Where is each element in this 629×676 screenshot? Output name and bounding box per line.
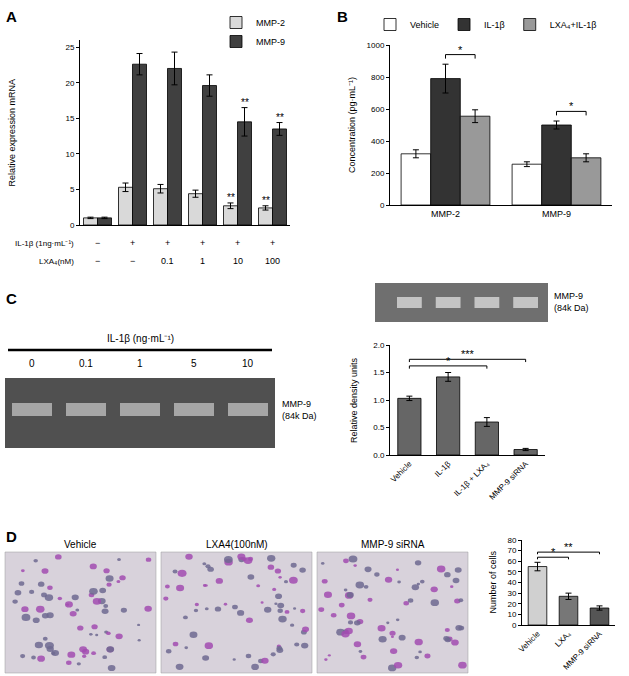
svg-text:MMP-9(84k Da): MMP-9(84k Da) — [554, 291, 589, 313]
svg-text:0.1: 0.1 — [79, 358, 93, 369]
svg-text:2.0: 2.0 — [373, 341, 385, 350]
svg-text:**: ** — [262, 195, 270, 206]
svg-text:0: 0 — [380, 201, 385, 210]
svg-text:IL-1β: IL-1β — [484, 20, 505, 30]
svg-text:B: B — [337, 8, 348, 25]
svg-text:Vehicle: Vehicle — [389, 459, 414, 484]
svg-text:10: 10 — [507, 610, 516, 619]
svg-text:**: ** — [241, 97, 249, 108]
svg-text:−: − — [130, 256, 135, 266]
svg-text:MMP-2: MMP-2 — [431, 209, 460, 219]
svg-text:0.5: 0.5 — [373, 423, 385, 432]
svg-text:Concentration (pg·mL⁻¹): Concentration (pg·mL⁻¹) — [347, 77, 357, 173]
svg-text:MMP-9: MMP-9 — [256, 37, 285, 47]
svg-text:Number of cells: Number of cells — [488, 550, 498, 613]
svg-text:70: 70 — [507, 546, 516, 555]
svg-text:C: C — [6, 290, 17, 307]
svg-text:1: 1 — [200, 256, 205, 266]
svg-text:Vehicle: Vehicle — [517, 629, 542, 654]
svg-text:0: 0 — [70, 221, 75, 230]
svg-text:60: 60 — [507, 557, 516, 566]
svg-text:**: ** — [227, 192, 235, 203]
svg-text:1: 1 — [137, 358, 143, 369]
svg-text:IL-1β + LXA₄: IL-1β + LXA₄ — [452, 459, 491, 498]
svg-text:**: ** — [276, 112, 284, 123]
svg-text:5: 5 — [191, 358, 197, 369]
svg-text:*: * — [551, 546, 556, 558]
svg-text:0: 0 — [512, 621, 517, 630]
svg-text:40: 40 — [507, 578, 516, 587]
svg-text:+: + — [200, 238, 205, 248]
svg-text:MMP-9 siRNA: MMP-9 siRNA — [562, 629, 605, 672]
svg-text:***: *** — [461, 348, 475, 360]
svg-text:800: 800 — [371, 73, 385, 82]
svg-text:*: * — [569, 100, 574, 112]
svg-text:1.0: 1.0 — [373, 396, 385, 405]
svg-text:LXA4(100nM): LXA4(100nM) — [206, 539, 268, 550]
svg-text:+: + — [270, 238, 275, 248]
svg-text:*: * — [458, 44, 463, 56]
svg-text:+: + — [165, 238, 170, 248]
svg-text:MMP-9: MMP-9 — [542, 209, 571, 219]
svg-text:0: 0 — [29, 358, 35, 369]
svg-text:10: 10 — [242, 358, 254, 369]
svg-text:0.1: 0.1 — [161, 256, 174, 266]
svg-text:LXA₄(nM): LXA₄(nM) — [39, 257, 74, 266]
svg-text:MMP-2: MMP-2 — [256, 18, 285, 28]
svg-text:MMP-9 siRNA: MMP-9 siRNA — [361, 539, 425, 550]
svg-text:10: 10 — [65, 150, 74, 159]
svg-text:80: 80 — [507, 536, 516, 545]
svg-text:Vehicle: Vehicle — [64, 539, 97, 550]
svg-text:IL-1β (1ng·mL⁻¹): IL-1β (1ng·mL⁻¹) — [15, 239, 74, 248]
svg-text:20: 20 — [507, 600, 516, 609]
svg-text:1.5: 1.5 — [373, 368, 385, 377]
svg-text:Vehicle: Vehicle — [410, 20, 439, 30]
svg-text:**: ** — [564, 541, 573, 553]
svg-text:30: 30 — [507, 589, 516, 598]
svg-text:A: A — [6, 8, 17, 25]
svg-text:Relative density units: Relative density units — [349, 357, 359, 443]
svg-text:100: 100 — [265, 256, 280, 266]
svg-text:IL-1β (ng·mL⁻¹): IL-1β (ng·mL⁻¹) — [107, 333, 174, 344]
svg-text:D: D — [6, 528, 17, 545]
svg-text:LXA₄: LXA₄ — [553, 629, 572, 648]
svg-text:+: + — [235, 238, 240, 248]
svg-text:LXA₄+IL-1β: LXA₄+IL-1β — [550, 20, 597, 30]
svg-text:+: + — [130, 238, 135, 248]
svg-text:−: − — [95, 256, 100, 266]
svg-text:MMP-9 siRNA: MMP-9 siRNA — [488, 459, 531, 502]
svg-text:600: 600 — [371, 105, 385, 114]
svg-text:20: 20 — [65, 78, 74, 87]
svg-text:400: 400 — [371, 137, 385, 146]
svg-text:1000: 1000 — [367, 41, 385, 50]
svg-text:5: 5 — [70, 185, 75, 194]
svg-text:MMP-9(84k Da): MMP-9(84k Da) — [282, 399, 317, 421]
svg-text:10: 10 — [233, 256, 243, 266]
svg-text:0.0: 0.0 — [373, 451, 385, 460]
svg-text:Relative expression mRNA: Relative expression mRNA — [7, 79, 17, 187]
svg-text:IL-1β: IL-1β — [433, 459, 453, 479]
svg-text:−: − — [95, 238, 100, 248]
svg-text:15: 15 — [65, 114, 74, 123]
svg-text:50: 50 — [507, 568, 516, 577]
svg-text:25: 25 — [65, 43, 74, 52]
svg-text:*: * — [446, 355, 451, 367]
svg-text:200: 200 — [371, 169, 385, 178]
